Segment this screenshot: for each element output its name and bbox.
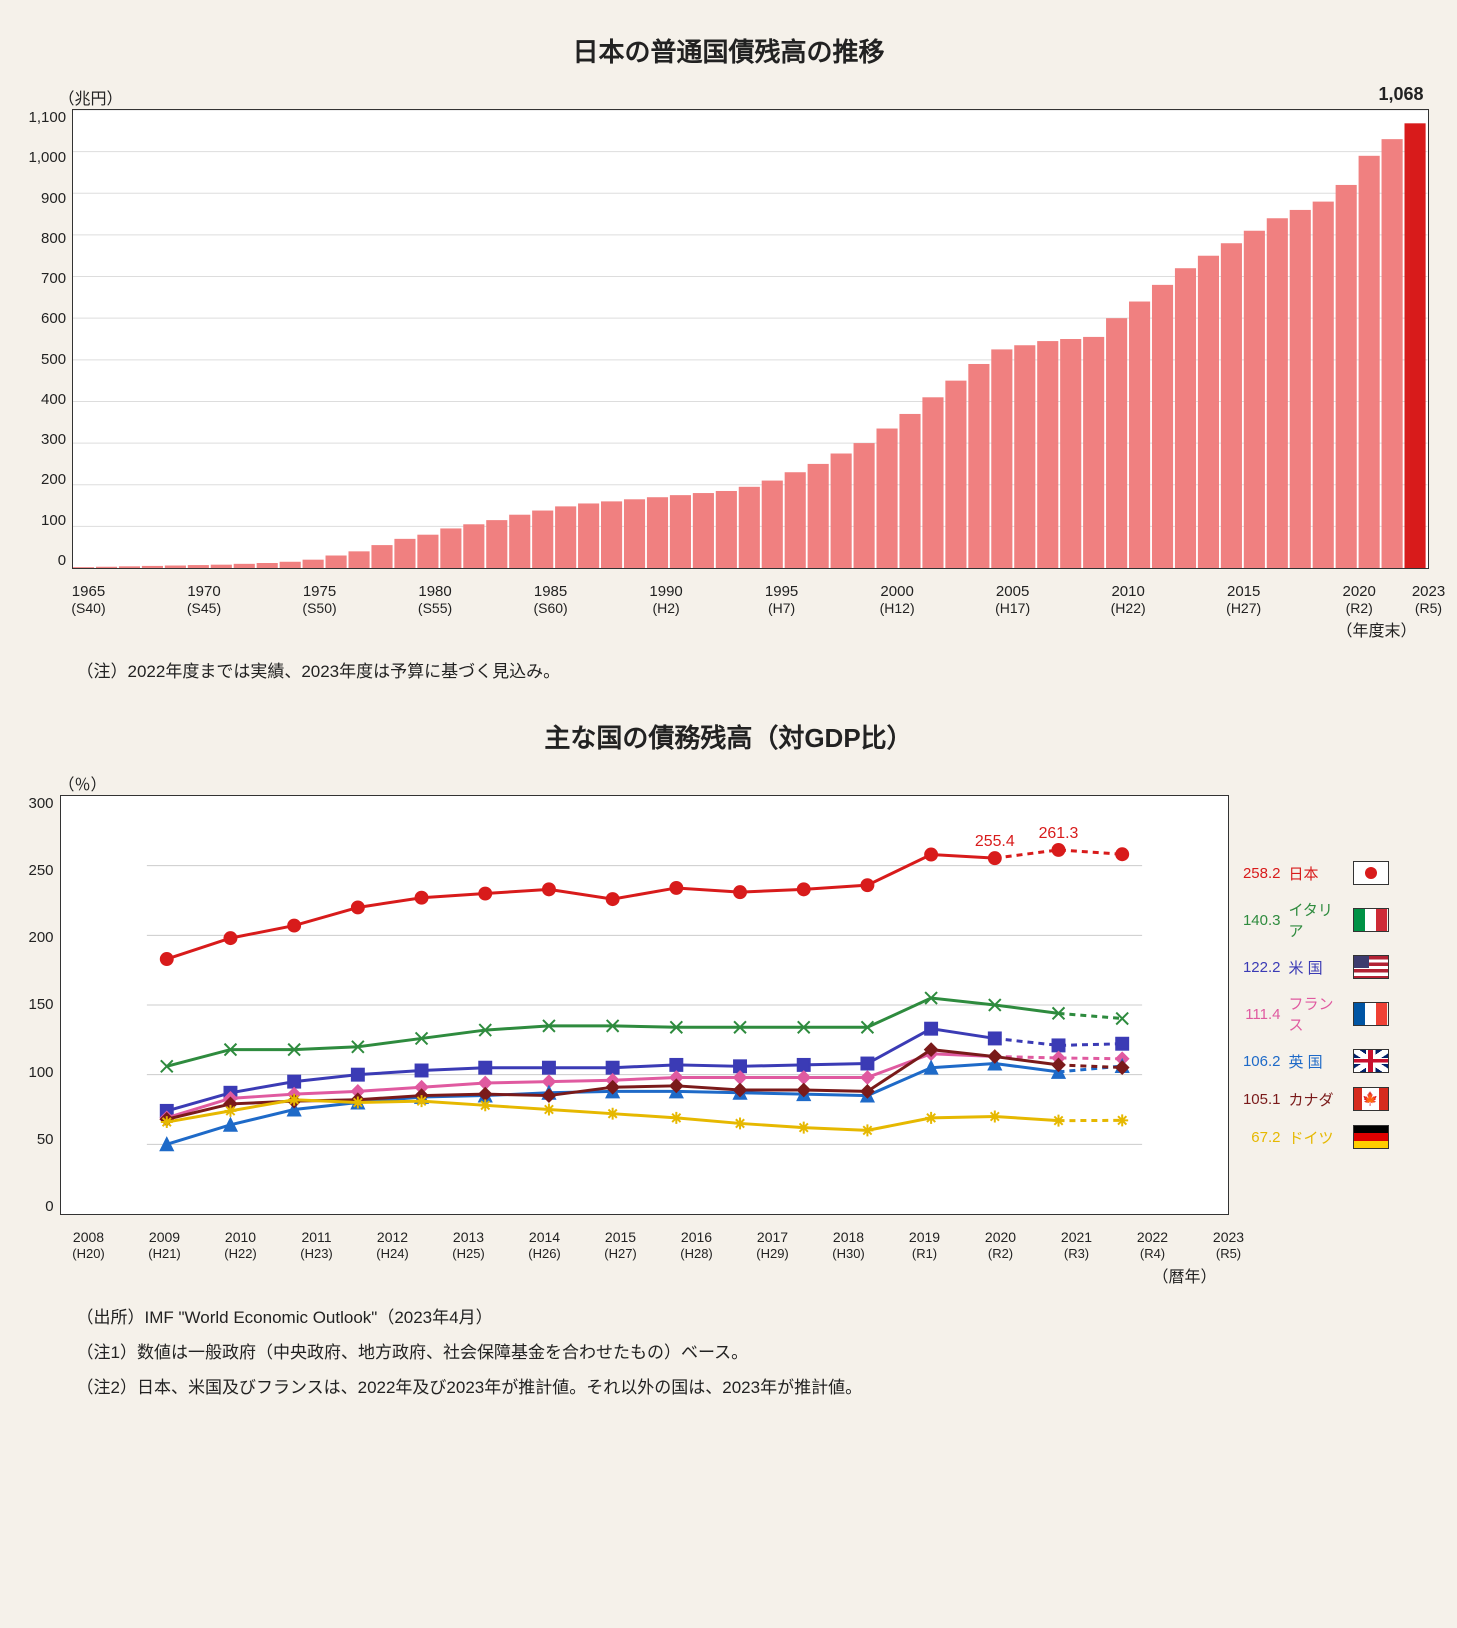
chart2-x-unit: （暦年） — [29, 1263, 1229, 1287]
chart1-title: 日本の普通国債残高の推移 — [29, 32, 1429, 69]
footnote-1: （注1）数値は一般政府（中央政府、地方政府、社会保障基金を合わせたもの）ベース。 — [29, 1338, 1429, 1363]
chart1-x-ticks: 1965(S40)1970(S45)1975(S50)1980(S55)1985… — [89, 577, 1429, 617]
chart2-x-ticks: 2008(H20)2009(H21)2010(H22)2011(H23)2012… — [89, 1223, 1229, 1263]
svg-text:255.4: 255.4 — [974, 833, 1014, 850]
chart1-y-unit: （兆円） — [29, 85, 129, 109]
chart2-plot: 255.4 261.3 — [60, 795, 1229, 1215]
legend-uk: 106.2英 国 — [1237, 1049, 1429, 1073]
chart1-callout: 1,068 — [1378, 84, 1423, 105]
chart1-y-ticks: 1,1001,0009008007006005004003002001000 — [29, 109, 73, 569]
chart2-title: 主な国の債務残高（対GDP比） — [29, 718, 1429, 755]
footnote-source: （出所）IMF "World Economic Outlook"（2023年4月… — [29, 1303, 1429, 1328]
legend-germany: 67.2ドイツ — [1237, 1125, 1429, 1149]
chart1-plot: 1,068 — [72, 109, 1428, 569]
chart2-y-unit: （％） — [29, 771, 113, 795]
svg-text:261.3: 261.3 — [1038, 825, 1078, 842]
chart1-note: （注）2022年度までは実績、2023年度は予算に基づく見込み。 — [29, 657, 1429, 682]
legend-italy: 140.3イタリア — [1237, 899, 1429, 941]
footnote-2: （注2）日本、米国及びフランスは、2022年及び2023年が推計値。それ以外の国… — [29, 1373, 1429, 1398]
chart2-y-ticks: 300250200150100500 — [29, 795, 60, 1215]
legend-canada: 105.1カナダ🍁 — [1237, 1087, 1429, 1111]
legend-japan: 258.2日本 — [1237, 861, 1429, 885]
legend-france: 111.4フランス — [1237, 993, 1429, 1035]
legend-usa: 122.2米 国 — [1237, 955, 1429, 979]
chart1-x-unit: （年度末） — [29, 617, 1429, 641]
chart2-legend: 258.2日本 140.3イタリア 122.2米 国 111.4フランス 106.2英 … — [1229, 795, 1429, 1215]
